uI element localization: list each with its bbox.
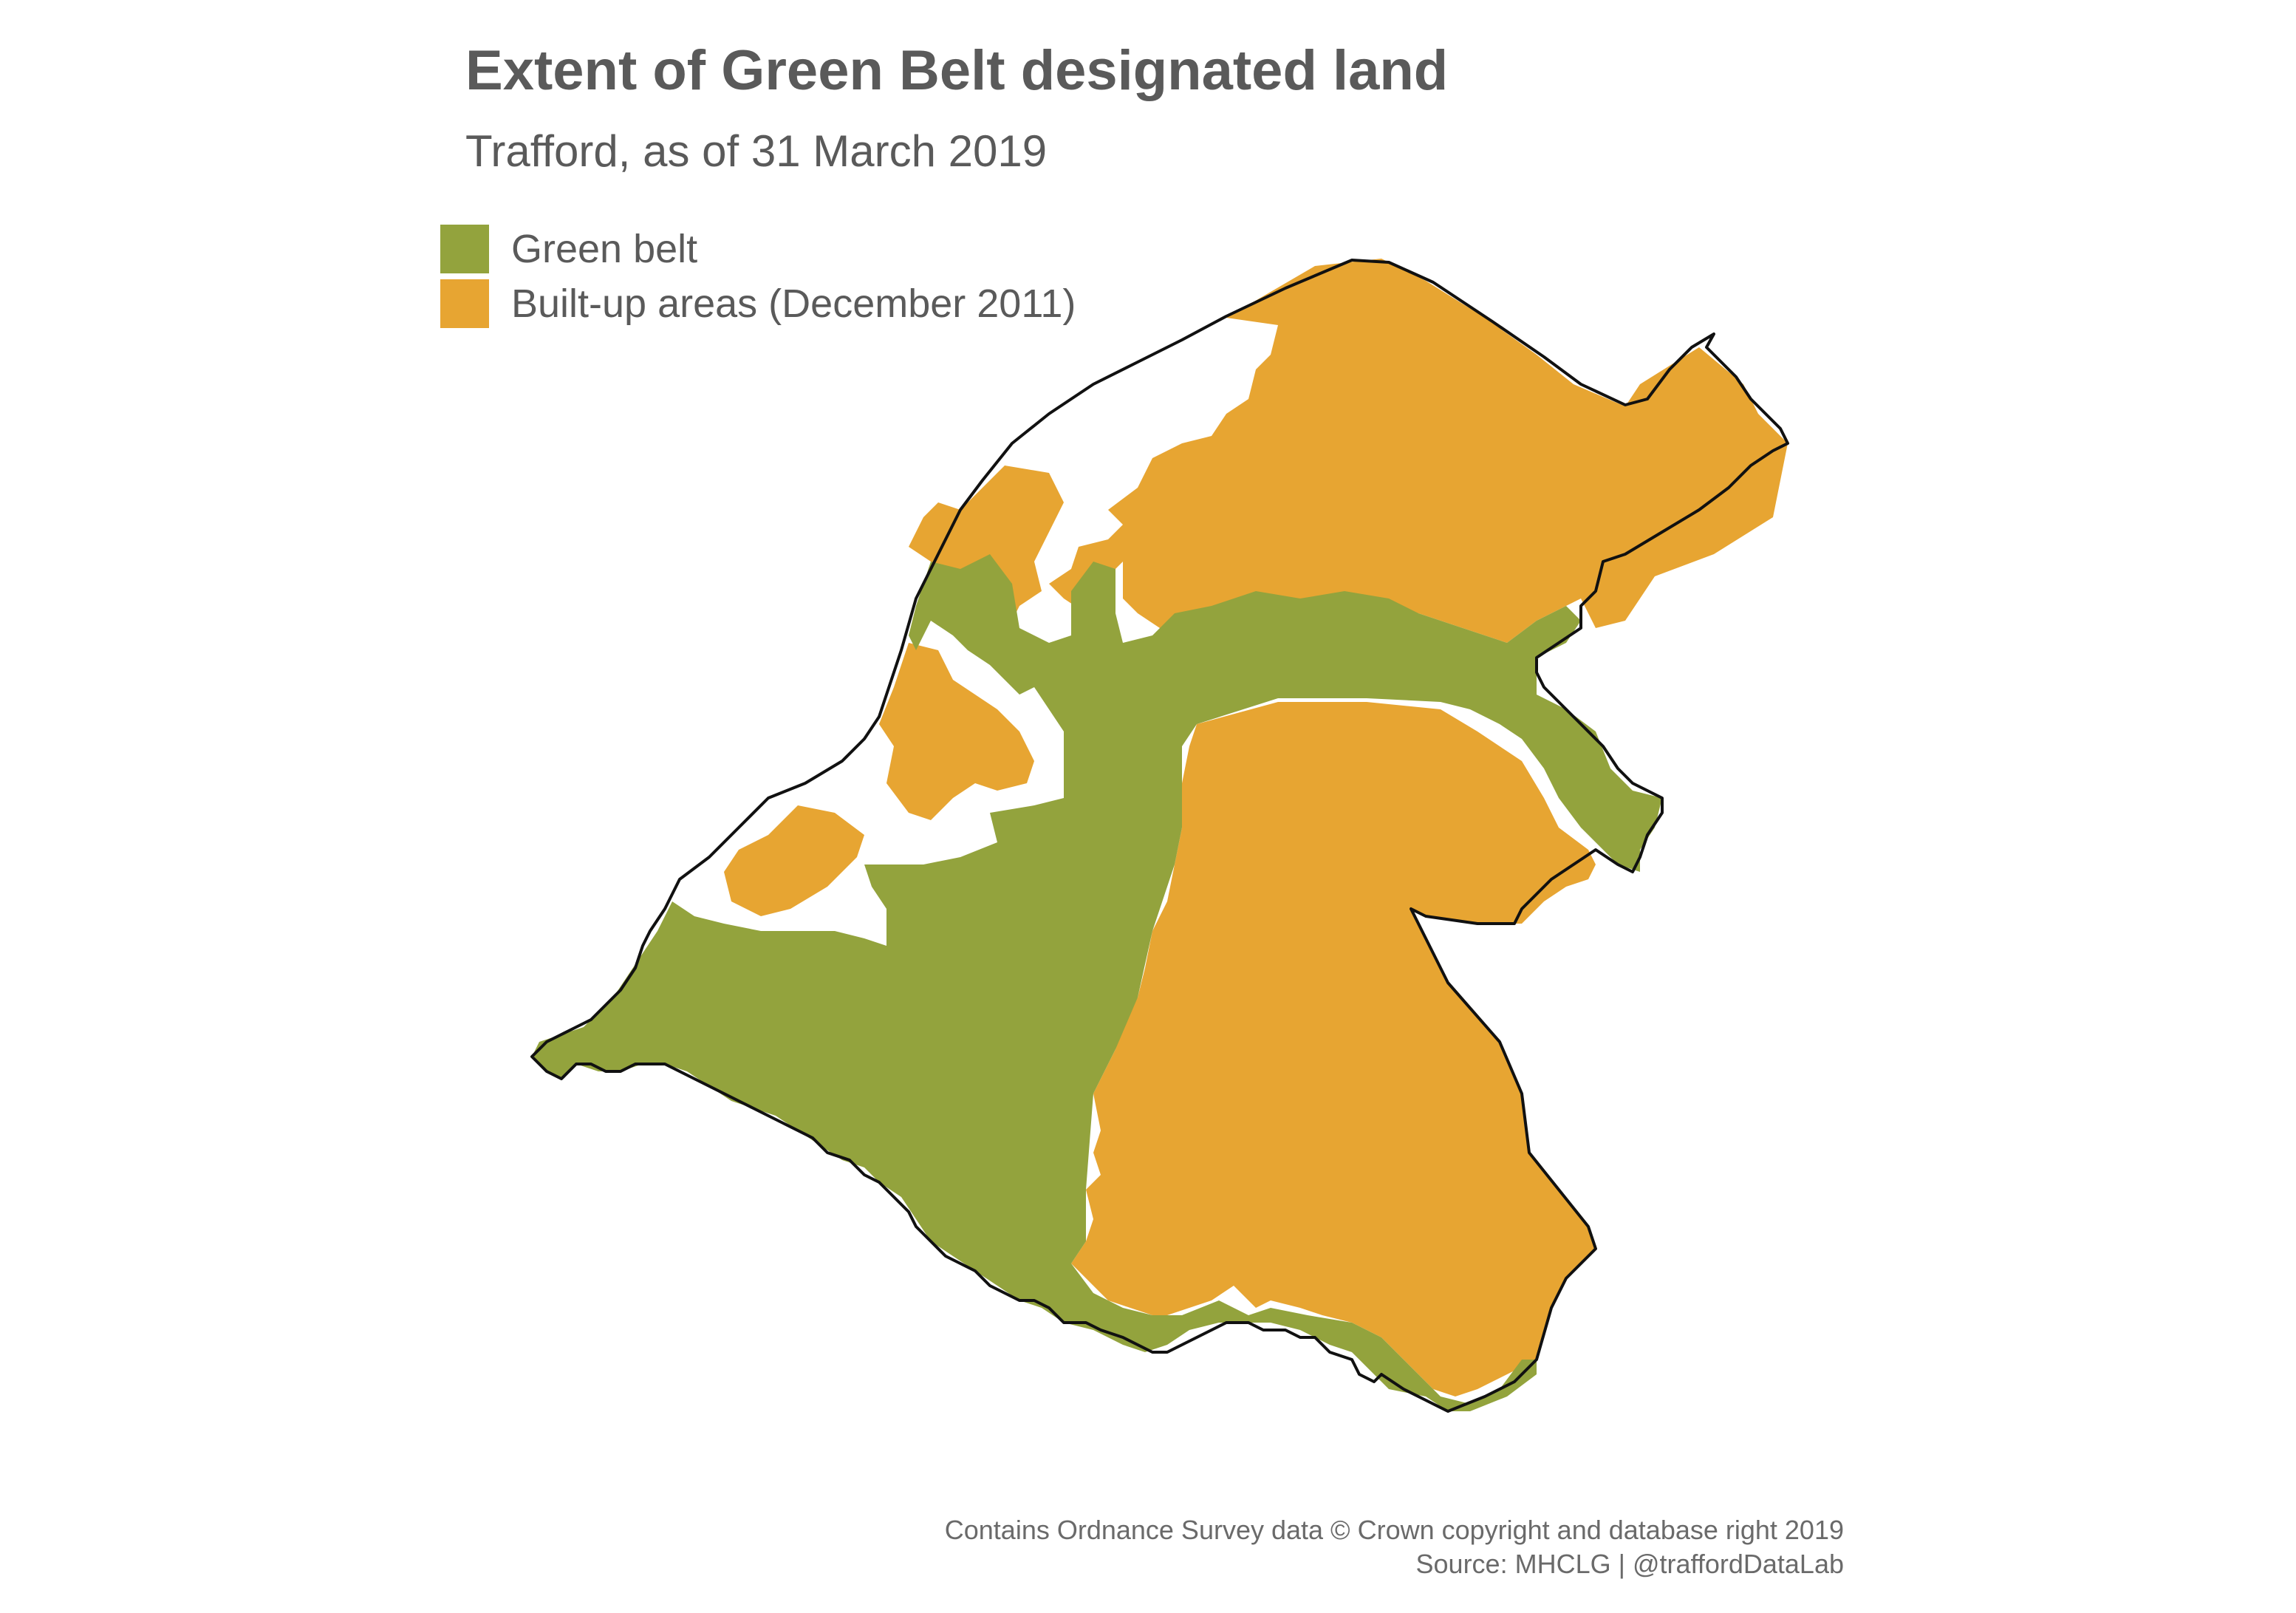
built-up-area-west-cluster — [879, 643, 1034, 820]
legend-item-green-belt: Green belt — [440, 222, 1076, 276]
legend-item-built-up: Built-up areas (December 2011) — [440, 276, 1076, 331]
legend-label: Built-up areas (December 2011) — [511, 282, 1076, 326]
built-up-area-south-east — [1071, 702, 1596, 1397]
built-up-area-north-east — [1049, 259, 1788, 658]
green-belt-area — [532, 554, 1662, 1411]
map-caption: Contains Ordnance Survey data © Crown co… — [945, 1513, 1844, 1581]
caption-copyright: Contains Ordnance Survey data © Crown co… — [944, 1515, 1844, 1545]
map-title: Extent of Green Belt designated land — [465, 39, 1449, 102]
map-legend: Green belt Built-up areas (December 2011… — [440, 222, 1076, 331]
trafford-boundary — [530, 259, 1789, 1413]
caption-source: Source: MHCLG | @traffordDataLab — [1415, 1549, 1844, 1579]
legend-label: Green belt — [511, 227, 698, 271]
legend-swatch-green-belt — [440, 225, 489, 273]
built-up-area-partington — [724, 805, 864, 916]
legend-swatch-built-up — [440, 279, 489, 328]
map-subtitle: Trafford, as of 31 March 2019 — [465, 126, 1048, 176]
